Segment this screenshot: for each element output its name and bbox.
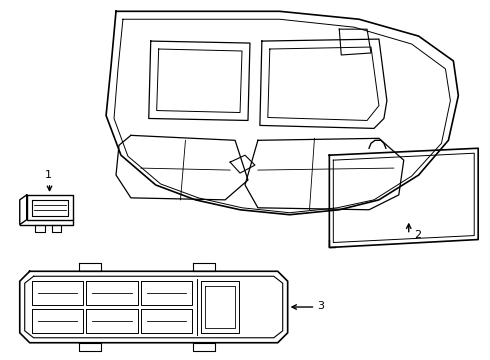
Text: 1: 1 (45, 170, 51, 180)
Text: 3: 3 (318, 301, 324, 311)
Text: 2: 2 (414, 230, 421, 239)
